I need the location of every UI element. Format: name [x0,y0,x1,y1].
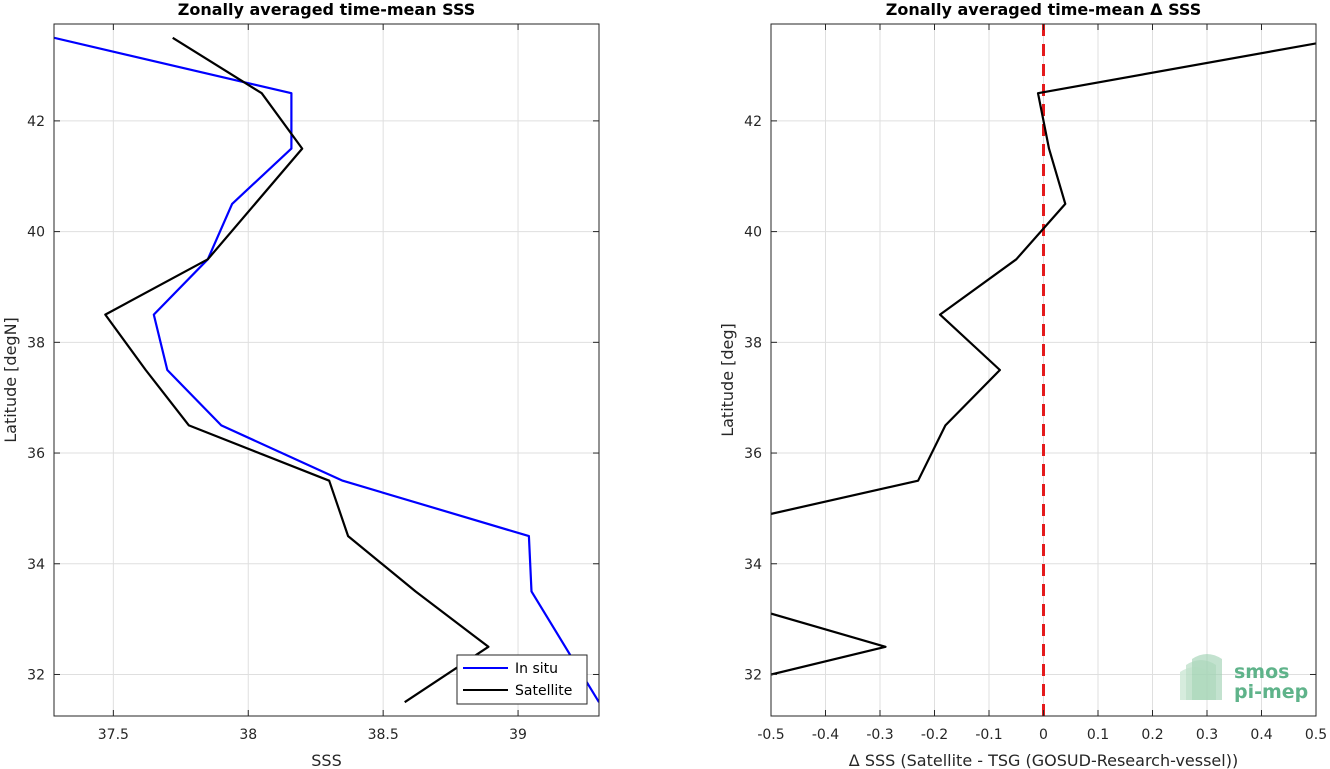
legend-label-satellite: Satellite [515,683,572,699]
x-tick-label: -0.1 [975,727,1002,743]
x-tick-label: 38 [239,727,257,743]
series-line-satellite [104,36,490,704]
x-tick-label: 37.5 [98,727,129,743]
y-axis-label-right: Latitude [deg] [718,323,737,437]
y-tick-label: 42 [27,114,45,130]
panel-delta-sss: -0.5 -0.4 -0.3 -0.2 -0.1 0 0.1 0.2 0.3 0.4 0.5 32 34… [718,0,1327,769]
logo-text-line2: pi-mep [1234,681,1308,703]
x-tick-label: 0.2 [1141,727,1163,743]
legend-label-in-situ: In situ [515,661,558,677]
smos-pi-mep-logo: smos pi-mep [1180,654,1308,703]
logo-waves-icon [1180,654,1222,700]
y-tick-label: 32 [27,667,45,683]
x-tick-label: 0.1 [1087,727,1109,743]
x-tick-label: -0.5 [757,727,784,743]
y-tick-label: 32 [744,667,762,683]
x-tick-label: -0.3 [866,727,893,743]
y-tick-label: 36 [744,446,762,462]
x-tick-label: 38.5 [368,727,399,743]
logo-text-line1: smos [1234,661,1289,683]
panel-sss: 37.5 38 38.5 39 32 34 36 38 40 42 Zonally average… [1,0,600,769]
y-tick-label: 34 [27,557,45,573]
y-tick-label: 36 [27,446,45,462]
series-line-in-situ [54,36,599,703]
axes-frame [53,23,600,717]
x-axis-label-left: SSS [311,751,341,769]
y-tick-label: 42 [744,114,762,130]
y-tick-label: 38 [27,335,45,351]
series-line-delta-0 [771,42,1316,515]
x-tick-label: 39 [509,727,527,743]
y-tick-label: 40 [744,225,762,241]
y-tick-label: 38 [744,335,762,351]
y-tick-label: 34 [744,557,762,573]
x-tick-label: 0.3 [1196,727,1218,743]
chart-title-left: Zonally averaged time-mean SSS [178,0,476,19]
legend: In situ Satellite [456,654,588,705]
x-tick-label: 0.5 [1305,727,1327,743]
y-axis-label-left: Latitude [degN] [1,317,20,443]
x-tick-label: -0.2 [921,727,948,743]
x-tick-label: 0.4 [1250,727,1272,743]
y-tick-label: 40 [27,225,45,241]
x-axis-label-right: Δ SSS (Satellite - TSG (GOSUD-Research-v… [849,751,1238,769]
chart-title-right: Zonally averaged time-mean Δ SSS [886,0,1202,19]
x-tick-label: 0 [1039,727,1048,743]
legend-box [456,654,588,705]
series-line-delta-1 [771,612,887,676]
x-tick-label: -0.4 [812,727,839,743]
